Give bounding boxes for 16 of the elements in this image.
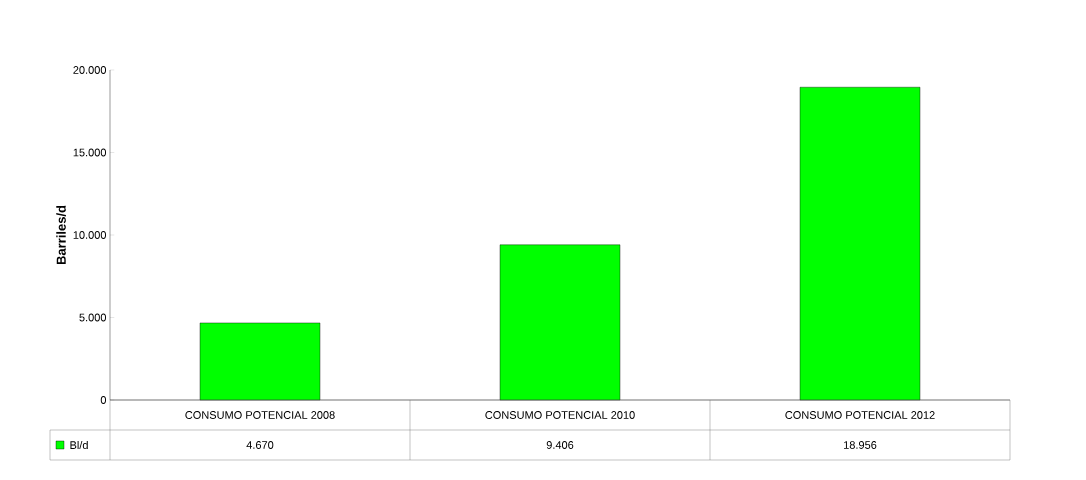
bar xyxy=(199,322,321,401)
legend-label: Bl/d xyxy=(70,440,88,450)
data-label: 4.670 xyxy=(246,441,274,449)
y-axis-title: Barriles/d xyxy=(56,205,66,265)
data-label: 18.956 xyxy=(844,441,877,449)
y-tick-label: 10.000 xyxy=(73,231,107,239)
bar xyxy=(799,87,921,401)
y-tick-label: 0 xyxy=(100,396,107,404)
bar xyxy=(499,244,621,401)
y-tick-label: 5.000 xyxy=(79,313,107,322)
y-tick-label: 20.000 xyxy=(73,66,107,74)
x-tick-label: CONSUMO POTENCIAL 2010 xyxy=(485,411,635,419)
data-label: 9.406 xyxy=(546,441,574,449)
x-tick-label: CONSUMO POTENCIAL 2008 xyxy=(185,411,335,419)
x-tick-label: CONSUMO POTENCIAL 2012 xyxy=(785,411,935,419)
y-tick-label: 15.000 xyxy=(73,148,107,157)
